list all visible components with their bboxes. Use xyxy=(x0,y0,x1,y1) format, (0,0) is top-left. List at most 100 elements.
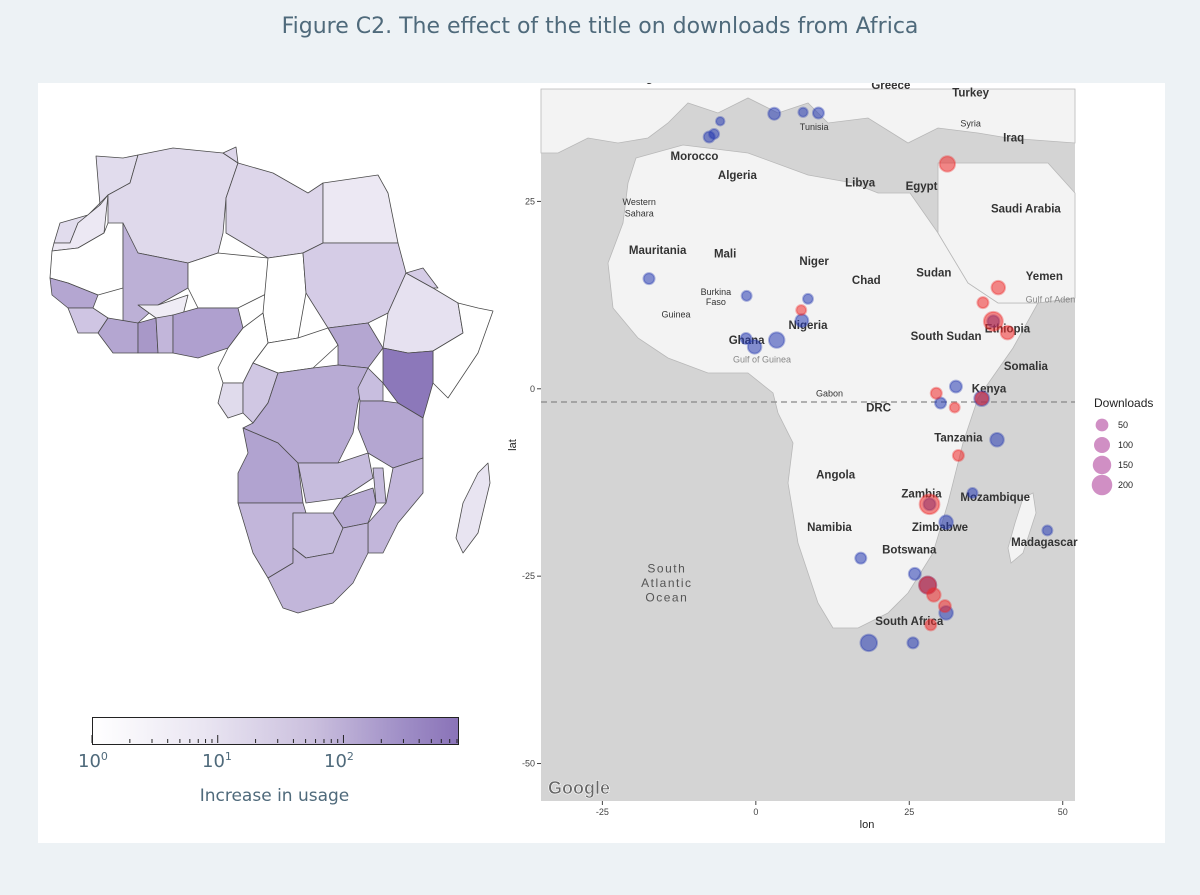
map-label-mozambique: Mozambique xyxy=(960,492,1030,504)
point-before xyxy=(795,304,808,317)
map-label-mali: Mali xyxy=(714,249,736,261)
point-before xyxy=(938,155,957,173)
map-label-morocco: Morocco xyxy=(670,151,718,163)
choropleth-map xyxy=(49,146,494,614)
point-before xyxy=(990,279,1007,296)
point-after xyxy=(797,106,809,118)
point-before xyxy=(937,599,952,614)
y-tick-label: 25 xyxy=(525,196,535,206)
region-niger xyxy=(187,252,269,309)
y-tick-label: 0 xyxy=(530,384,535,394)
point-before xyxy=(918,493,941,516)
ocean-label-line: Atlantic xyxy=(641,576,692,590)
map-label-burkina: Burkina xyxy=(701,287,732,297)
land-madagascar xyxy=(1007,492,1037,564)
map-label-mauritania: Mauritania xyxy=(629,245,687,257)
region-tunisia xyxy=(222,146,239,164)
legend-tick-label-2: 102 xyxy=(324,750,354,772)
region-burkina xyxy=(137,294,189,319)
data-points xyxy=(642,106,1054,653)
legend-ticks xyxy=(91,735,458,743)
land-arabia xyxy=(937,162,1076,304)
region-mozambique xyxy=(367,457,424,554)
size-legend-title: Downloads xyxy=(1094,396,1153,410)
size-legend-label: 150 xyxy=(1118,460,1133,470)
map-label-drc: DRC xyxy=(866,402,891,414)
map-label-gulf-of-aden: Gulf of Aden xyxy=(1026,295,1076,305)
point-before xyxy=(951,448,965,463)
google-logo: Google xyxy=(548,778,610,798)
point-after xyxy=(794,313,810,328)
region-kenya xyxy=(382,347,434,419)
map-label-sudan: Sudan xyxy=(916,267,951,279)
map-label-angola: Angola xyxy=(816,470,856,482)
point-after xyxy=(714,115,726,127)
map-label-tanzania: Tanzania xyxy=(934,432,983,444)
point-after xyxy=(989,431,1005,448)
map-label-turkey: Turkey xyxy=(952,87,989,99)
size-legend-label: 200 xyxy=(1118,480,1133,490)
point-after xyxy=(811,106,825,120)
point-after xyxy=(746,339,763,355)
y-tick-label: -50 xyxy=(522,759,535,769)
map-label-saudi-arabia: Saudi Arabia xyxy=(991,204,1061,216)
point-after xyxy=(906,636,920,650)
size-legend-swatch xyxy=(1092,455,1112,475)
point-before xyxy=(924,618,938,632)
point-before xyxy=(999,324,1016,341)
map-label-yemen: Yemen xyxy=(1026,271,1063,283)
region-south-africa xyxy=(267,522,369,614)
point-after xyxy=(1041,524,1054,537)
choropleth-legend-bar xyxy=(92,717,459,745)
point-after xyxy=(907,566,922,581)
y-tick-label: -25 xyxy=(522,571,535,581)
point-after xyxy=(948,379,963,394)
x-tick-label: -25 xyxy=(596,807,609,817)
map-label-zimbabwe: Zimbabwe xyxy=(912,522,968,534)
point-after xyxy=(966,487,979,499)
region-egypt xyxy=(322,174,399,244)
y-axis-label: lat xyxy=(508,439,519,451)
region-eritrea xyxy=(405,267,439,289)
legend-title: Increase in usage xyxy=(199,786,350,806)
x-tick-label: 25 xyxy=(904,807,914,817)
map-label-gabon: Gabon xyxy=(816,388,843,398)
point-after xyxy=(767,106,782,121)
point-after xyxy=(859,633,879,653)
point-before xyxy=(926,587,942,603)
point-after xyxy=(642,272,656,286)
map-label-guinea: Guinea xyxy=(662,310,691,320)
ocean-label-line: South xyxy=(647,561,686,575)
map-label-western: Western xyxy=(623,197,656,207)
map-label-namibia: Namibia xyxy=(807,522,852,534)
point-before xyxy=(976,296,990,310)
region-somalia xyxy=(432,302,494,399)
figure-title: Figure C2. The effect of the title on do… xyxy=(281,14,919,39)
point-before xyxy=(929,386,943,400)
point-before xyxy=(948,401,961,414)
map-label-niger: Niger xyxy=(799,256,829,268)
map-label-madagascar: Madagascar xyxy=(1011,537,1078,549)
point-after xyxy=(708,128,721,140)
point-after xyxy=(740,289,753,302)
map-label-tunisia: Tunisia xyxy=(800,122,829,132)
map-label-portugal: Portugal xyxy=(616,83,663,85)
point-after xyxy=(854,551,868,565)
x-tick-label: 50 xyxy=(1058,807,1068,817)
map-label-greece: Greece xyxy=(871,83,910,92)
region-cote-divoire xyxy=(97,317,139,354)
map-label-algeria: Algeria xyxy=(718,170,758,182)
point-before xyxy=(974,391,990,406)
point-before xyxy=(982,310,1004,332)
region-madagascar xyxy=(455,462,491,554)
point-after xyxy=(802,292,814,305)
point-after xyxy=(739,332,753,346)
legend-tick-label-0: 100 xyxy=(78,750,108,772)
map-label-syria: Syria xyxy=(960,118,981,128)
map-label-gulf-of-guinea: Gulf of Guinea xyxy=(733,355,791,365)
map-label-somalia: Somalia xyxy=(1004,361,1049,373)
map-label-south-sudan: South Sudan xyxy=(911,331,982,343)
x-tick-label: 0 xyxy=(753,807,758,817)
map-label-libya: Libya xyxy=(845,177,876,189)
ocean-label-line: Ocean xyxy=(645,590,688,604)
